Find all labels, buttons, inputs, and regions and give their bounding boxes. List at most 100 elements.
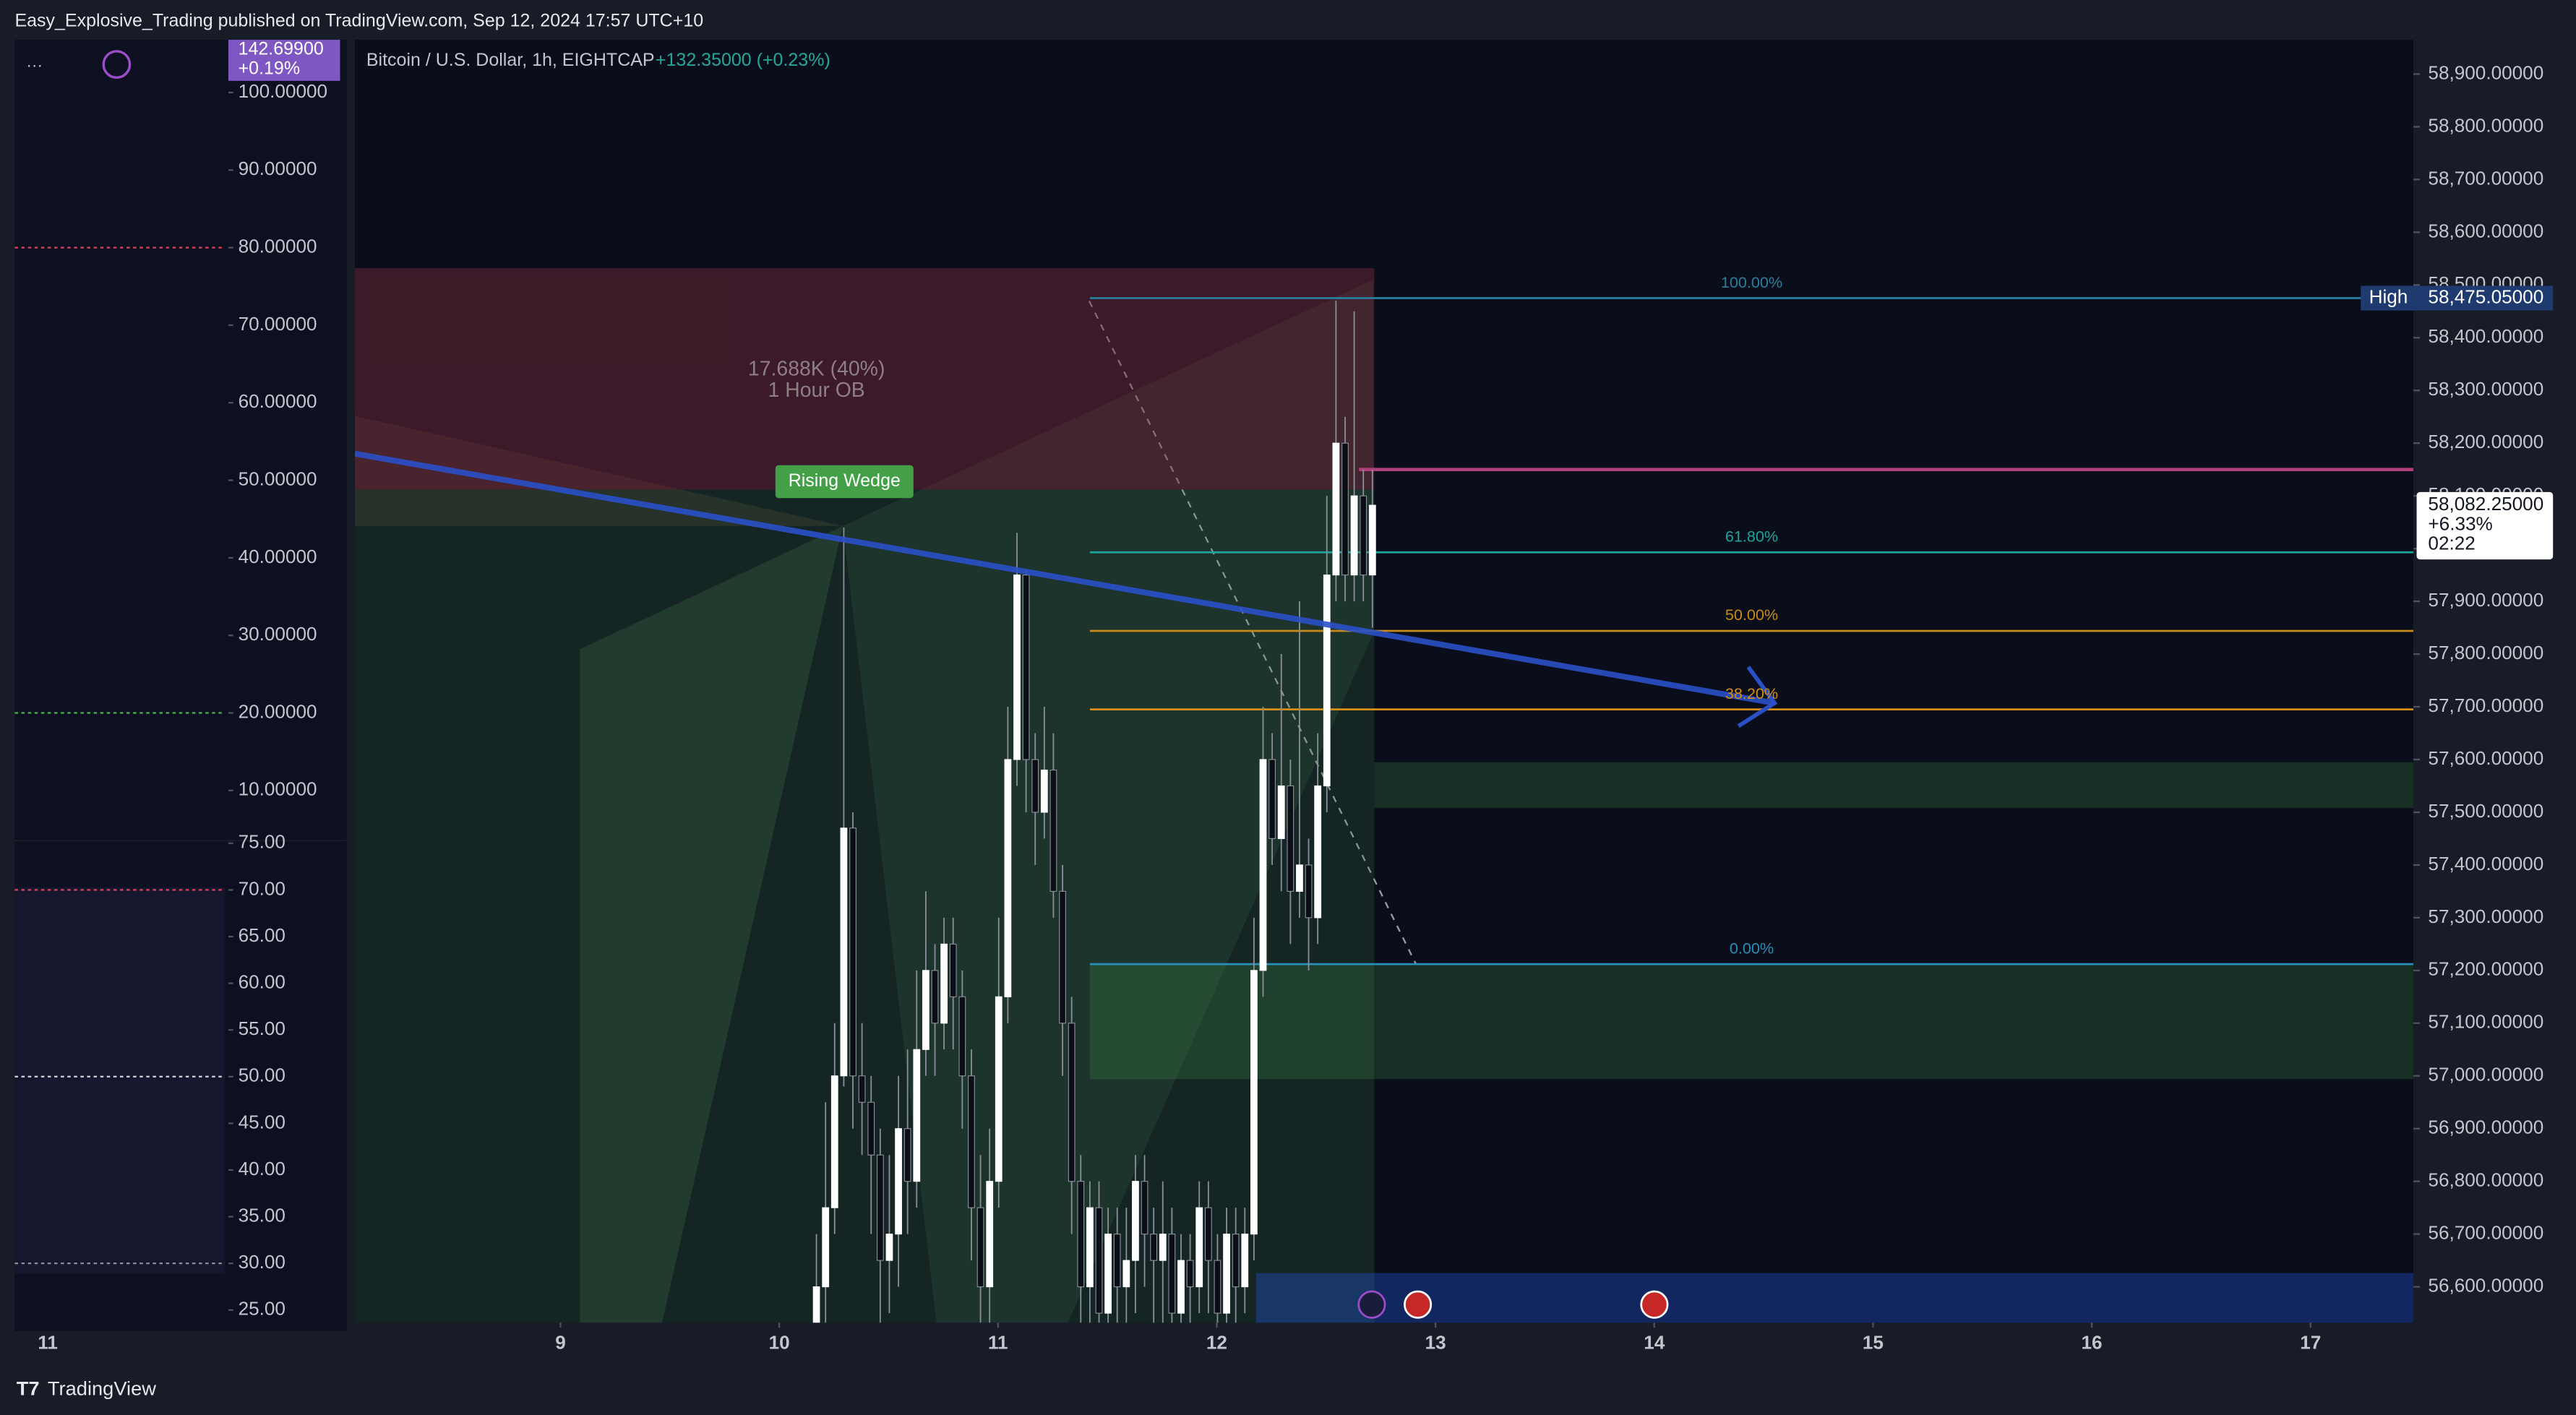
y-tick-label: 60.00	[239, 971, 285, 993]
y-tick-label: 57,500.00000	[2428, 800, 2543, 822]
brand: TradingView	[48, 1377, 156, 1400]
menu-dots[interactable]: ···	[26, 55, 43, 74]
x-tick-label: 17	[2300, 1332, 2321, 1354]
candle-body	[913, 1049, 921, 1182]
y-tick-label: 80.00000	[239, 236, 317, 257]
candle-body	[1040, 770, 1048, 813]
candle-body	[1241, 1234, 1249, 1288]
candle-body	[1250, 970, 1258, 1235]
publish-header: Easy_Explosive_Trading published on Trad…	[14, 11, 703, 31]
high-label: High	[2369, 285, 2408, 307]
event-icon[interactable]	[1357, 1290, 1386, 1319]
candle-body	[1323, 575, 1331, 787]
zone	[1089, 964, 2413, 1080]
indicator-icon[interactable]	[102, 50, 132, 79]
candle-body	[849, 827, 856, 1077]
pattern-label: Rising Wedge	[789, 470, 901, 491]
fib-label: 0.00%	[1730, 939, 1774, 957]
candle-body	[958, 996, 966, 1077]
fib-label: 100.00%	[1721, 273, 1782, 291]
candle-body	[1104, 1234, 1112, 1314]
fib-label: 61.80%	[1725, 527, 1778, 545]
candle-body	[1068, 1023, 1076, 1182]
x-tick-label: 11	[38, 1332, 58, 1354]
candle-body	[1268, 759, 1276, 839]
candle-body	[1132, 1181, 1139, 1261]
zone	[1255, 1273, 2413, 1323]
y-tick-label: 58,800.00000	[2428, 114, 2543, 136]
candle-body	[1077, 1181, 1085, 1288]
candle-body	[1296, 864, 1303, 892]
candle-body	[995, 996, 1003, 1182]
candle-body	[1141, 1181, 1149, 1235]
y-tick-label: 30.00000	[239, 623, 317, 645]
candle-body	[1350, 495, 1358, 576]
last-change: +6.33%	[2428, 512, 2492, 534]
y-tick-label: 40.00	[239, 1158, 285, 1179]
candle-body	[1360, 495, 1368, 576]
main-plot	[354, 40, 2413, 1323]
candle-body	[895, 1128, 902, 1235]
fib-guide	[1088, 300, 1417, 965]
candle-body	[1150, 1234, 1158, 1261]
x-tick-label: 11	[988, 1332, 1008, 1354]
fib-label: 50.00%	[1725, 606, 1778, 624]
y-tick-label: 75.00	[239, 831, 285, 853]
y-tick-label: 35.00	[239, 1204, 285, 1226]
countdown: 02:22	[2428, 533, 2475, 554]
x-tick-label: 10	[769, 1332, 790, 1354]
candle-body	[986, 1181, 994, 1288]
candle-body	[812, 1286, 820, 1323]
y-tick-label: 50.00	[239, 1065, 285, 1086]
left-panel	[14, 40, 347, 840]
candle-body	[1332, 442, 1340, 576]
candle-body	[822, 1207, 830, 1288]
candle-body	[858, 1075, 866, 1103]
candle-body	[1204, 1207, 1212, 1261]
candle-body	[1031, 759, 1039, 813]
candle-body	[840, 827, 848, 1077]
y-tick-label: 90.00000	[239, 158, 317, 179]
symbol-title: Bitcoin / U.S. Dollar, 1h, EIGHTCAP	[366, 50, 655, 70]
candle-body	[1004, 759, 1012, 997]
candle-body	[1086, 1207, 1094, 1288]
y-tick-label: 55.00	[239, 1018, 285, 1039]
candle-body	[1277, 785, 1285, 839]
y-tick-label: 56,800.00000	[2428, 1169, 2543, 1191]
y-tick-label: 57,000.00000	[2428, 1064, 2543, 1085]
candle-body	[1214, 1260, 1222, 1314]
trendline	[354, 450, 1775, 706]
y-tick-label: 70.00000	[239, 313, 317, 335]
candle-body	[1013, 575, 1021, 760]
event-icon[interactable]	[1640, 1290, 1669, 1319]
candle-body	[976, 1207, 984, 1288]
candle-body	[922, 970, 929, 1050]
candle-body	[1195, 1207, 1203, 1288]
candle-body	[1314, 785, 1322, 919]
x-tick-label: 9	[555, 1332, 566, 1354]
candle-body	[1159, 1234, 1167, 1261]
candle-body	[1113, 1234, 1121, 1288]
candle-body	[1122, 1260, 1130, 1288]
indicator-value: 142.69900	[239, 38, 324, 59]
y-tick-label: 57,900.00000	[2428, 589, 2543, 611]
rsi-band	[14, 887, 226, 1274]
y-tick-label: 10.00000	[239, 778, 317, 800]
candle-body	[931, 970, 939, 1024]
zone	[1374, 762, 2413, 809]
candle-body	[1305, 864, 1313, 919]
y-tick-label: 40.00000	[239, 546, 317, 567]
y-tick-label: 57,700.00000	[2428, 694, 2543, 716]
high-label-box	[2361, 285, 2554, 311]
high-value: 58,475.05000	[2428, 285, 2543, 307]
y-tick-label: 57,100.00000	[2428, 1011, 2543, 1033]
candle-body	[1223, 1234, 1230, 1314]
y-tick-label: 58,600.00000	[2428, 220, 2543, 241]
candle-body	[940, 943, 948, 1024]
y-tick-label: 58,700.00000	[2428, 167, 2543, 189]
symbol-change: +132.35000 (+0.23%)	[656, 50, 830, 70]
event-icon[interactable]	[1404, 1290, 1433, 1319]
candle-body	[867, 1101, 875, 1156]
candle-body	[1168, 1234, 1176, 1314]
y-tick-label: 20.00000	[239, 700, 317, 722]
